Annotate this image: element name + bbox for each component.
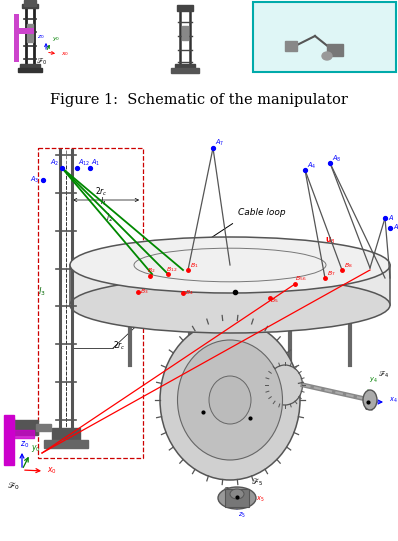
Text: $2r_c$: $2r_c$ xyxy=(113,339,126,352)
Bar xyxy=(22,4,38,8)
Text: $\mathscr{F}_0$: $\mathscr{F}_0$ xyxy=(7,480,20,492)
Text: $x_0$: $x_0$ xyxy=(47,465,57,476)
Text: $z_0$: $z_0$ xyxy=(37,33,45,41)
Ellipse shape xyxy=(267,365,302,405)
Text: $B_{12}$: $B_{12}$ xyxy=(162,268,174,277)
Bar xyxy=(14,14,19,62)
Bar xyxy=(24,0,36,6)
Text: $A_7$: $A_7$ xyxy=(215,138,224,148)
Text: $\mathscr{F}_0$: $\mathscr{F}_0$ xyxy=(36,57,47,67)
Bar xyxy=(38,148,143,458)
Text: $z_0$: $z_0$ xyxy=(20,439,29,450)
Bar xyxy=(327,44,343,56)
Text: $\mathbf{u}_8$: $\mathbf{u}_8$ xyxy=(325,236,336,247)
Bar xyxy=(27,24,33,42)
Text: $y_3$: $y_3$ xyxy=(212,389,220,398)
Text: $x_5$: $x_5$ xyxy=(256,495,265,504)
Text: $x_1$: $x_1$ xyxy=(258,284,267,293)
Text: $B_3$: $B_3$ xyxy=(140,288,149,296)
Text: $A_2$: $A_2$ xyxy=(50,158,59,168)
Ellipse shape xyxy=(178,340,283,460)
Bar xyxy=(171,68,199,73)
Ellipse shape xyxy=(363,390,377,410)
Bar xyxy=(10,420,38,435)
Text: $y_0$: $y_0$ xyxy=(52,35,60,43)
Bar xyxy=(285,41,297,51)
Text: $A_{12}$: $A_{12}$ xyxy=(78,158,90,168)
Text: $B_2$: $B_2$ xyxy=(147,267,156,275)
Text: $l_3$: $l_3$ xyxy=(38,286,46,299)
Text: $l_2$: $l_2$ xyxy=(106,211,113,223)
Text: $y_0$: $y_0$ xyxy=(31,443,41,454)
Text: $B_1$: $B_1$ xyxy=(190,261,199,270)
Ellipse shape xyxy=(70,237,390,293)
Text: $\mathscr{F}_4$: $\mathscr{F}_4$ xyxy=(378,370,389,380)
Text: $2r_c$: $2r_c$ xyxy=(95,186,108,199)
Ellipse shape xyxy=(322,52,332,60)
Text: $x_0$: $x_0$ xyxy=(61,50,69,58)
Text: $\mathbf{p}$: $\mathbf{p}$ xyxy=(280,322,289,334)
Text: $z_1$: $z_1$ xyxy=(238,258,246,267)
Text: $\mathbf{u}_{12}$: $\mathbf{u}_{12}$ xyxy=(148,241,162,252)
Bar xyxy=(225,489,249,507)
Ellipse shape xyxy=(218,487,256,509)
Bar xyxy=(36,424,51,431)
Text: $B_{56}$: $B_{56}$ xyxy=(295,274,306,283)
Text: $O_4$: $O_4$ xyxy=(364,404,374,414)
Text: $O_3$: $O_3$ xyxy=(191,414,201,424)
Text: $l_1$: $l_1$ xyxy=(100,196,107,208)
Text: $A$: $A$ xyxy=(388,214,394,222)
Bar xyxy=(44,440,88,448)
Text: $B_5$: $B_5$ xyxy=(270,296,279,306)
Text: $x_2$: $x_2$ xyxy=(273,412,282,421)
Text: $\mathscr{F}_5$: $\mathscr{F}_5$ xyxy=(251,477,263,489)
Text: $B_4$: $B_4$ xyxy=(185,288,194,298)
Bar xyxy=(175,64,195,70)
Bar xyxy=(70,265,390,305)
Bar xyxy=(4,415,14,465)
Text: $y_4$: $y_4$ xyxy=(369,376,378,385)
Bar xyxy=(182,26,188,40)
Text: $B_7$: $B_7$ xyxy=(327,269,336,279)
Text: Figure 1:  Schematic of the manipulator: Figure 1: Schematic of the manipulator xyxy=(50,93,348,107)
Text: $z_3$: $z_3$ xyxy=(204,387,212,396)
Text: $B_{12}$: $B_{12}$ xyxy=(166,266,178,274)
Text: Cable loop: Cable loop xyxy=(238,208,286,217)
Bar xyxy=(177,5,193,11)
Text: $x_3$: $x_3$ xyxy=(222,410,231,419)
Text: $z_3$: $z_3$ xyxy=(248,427,255,435)
Ellipse shape xyxy=(160,320,300,480)
Bar xyxy=(20,64,40,70)
Bar xyxy=(18,68,42,72)
Bar xyxy=(12,430,34,438)
Text: $P$: $P$ xyxy=(239,287,246,298)
Text: $A_1$: $A_1$ xyxy=(91,158,100,168)
Text: $O_5$: $O_5$ xyxy=(223,486,233,496)
Text: $A_0$: $A_0$ xyxy=(393,223,398,233)
Text: $O_2$: $O_2$ xyxy=(255,419,265,429)
Text: $A_4$: $A_4$ xyxy=(307,161,316,171)
Ellipse shape xyxy=(209,376,251,424)
Text: $A_3$: $A_3$ xyxy=(29,175,39,185)
Bar xyxy=(16,28,34,34)
Bar xyxy=(52,428,80,440)
Bar xyxy=(253,2,396,72)
Text: $y_1$: $y_1$ xyxy=(247,262,256,271)
Text: $B_8$: $B_8$ xyxy=(344,261,353,270)
Text: $z_5$: $z_5$ xyxy=(238,511,246,520)
Text: $A_8$: $A_8$ xyxy=(332,154,341,164)
Text: $x_4$: $x_4$ xyxy=(389,396,398,405)
Text: $\mathscr{F}_1$: $\mathscr{F}_1$ xyxy=(259,292,271,304)
Ellipse shape xyxy=(230,489,244,499)
Ellipse shape xyxy=(70,277,390,333)
Bar xyxy=(8,418,14,436)
